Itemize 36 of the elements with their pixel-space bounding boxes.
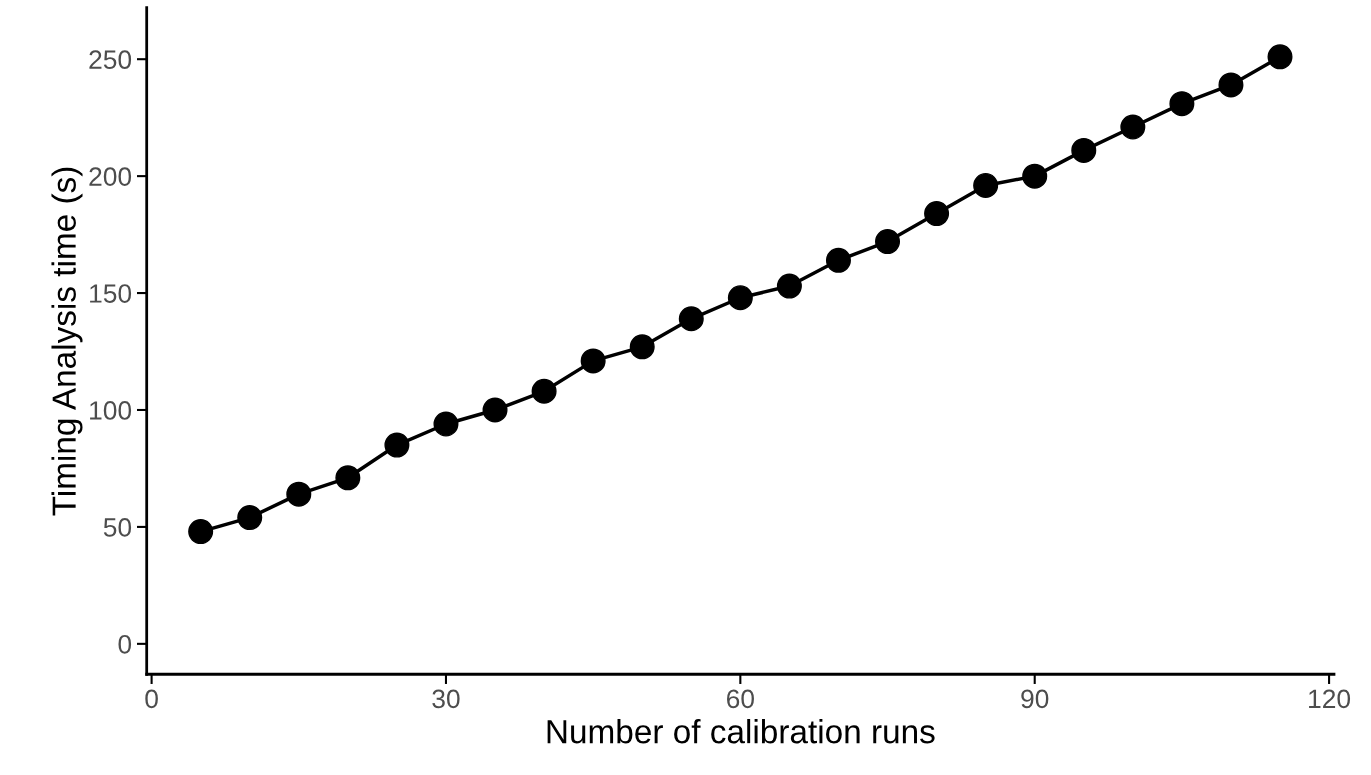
point (973, 172, 999, 198)
y-tick-label: 50 (103, 518, 132, 537)
point (531, 378, 557, 404)
point (924, 201, 950, 227)
point (433, 411, 459, 437)
point (727, 285, 753, 311)
x-axis-title: Number of calibration runs (547, 718, 935, 744)
x-tick-label: 120 (1309, 689, 1351, 709)
y-tick-label: 150 (90, 284, 132, 303)
point (1120, 114, 1146, 140)
point (188, 519, 214, 545)
point (629, 334, 655, 360)
y-tick-label: 200 (89, 167, 132, 186)
point (1218, 72, 1244, 98)
x-tick-label: 0 (145, 689, 158, 709)
point (286, 481, 312, 507)
point (1022, 163, 1048, 189)
point (482, 397, 508, 423)
point (1071, 137, 1097, 163)
point (1267, 44, 1293, 70)
point (384, 432, 410, 458)
point (776, 273, 802, 299)
x-tick-label: 90 (1021, 689, 1049, 709)
point (875, 229, 901, 255)
y-tick-label: 250 (89, 50, 132, 70)
x-tick-label: 30 (432, 689, 460, 709)
y-axis-title: Timing Analysis time (s) (51, 167, 83, 516)
point (825, 247, 851, 273)
point (1169, 91, 1195, 117)
y-tick-label: 100 (90, 401, 132, 420)
y-tick-label: 0 (118, 634, 132, 654)
x-tick-label: 60 (727, 689, 754, 709)
point (335, 465, 361, 491)
point (237, 505, 263, 531)
point (580, 348, 606, 374)
point (678, 306, 704, 332)
